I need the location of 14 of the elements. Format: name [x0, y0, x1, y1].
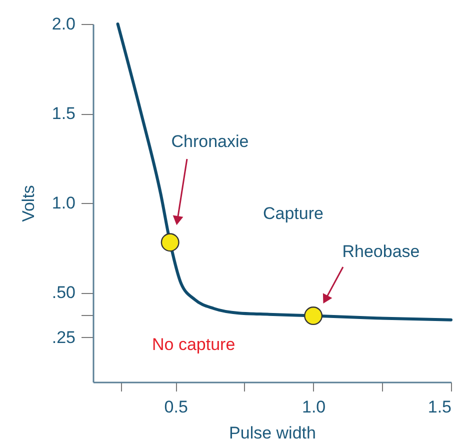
annotation: Rheobase [342, 242, 420, 261]
x-tick-label: 1.0 [302, 398, 326, 416]
y-axis-title: Volts [18, 185, 38, 222]
y-tick-label: .50 [52, 283, 76, 302]
y-tick-label: .25 [52, 328, 76, 347]
annotation: Chronaxie [171, 132, 249, 151]
annotation: No capture [152, 335, 236, 354]
y-tick-label: 1.0 [52, 194, 76, 212]
x-tick-label: 0.5 [164, 398, 188, 416]
y-tick-label: 2.0 [52, 14, 76, 34]
annotation: Capture [263, 204, 324, 223]
x-axis-title: Pulse width [229, 424, 316, 442]
x-tick-label: 1.5 [428, 398, 452, 416]
y-tick-label: 1.5 [52, 104, 76, 123]
